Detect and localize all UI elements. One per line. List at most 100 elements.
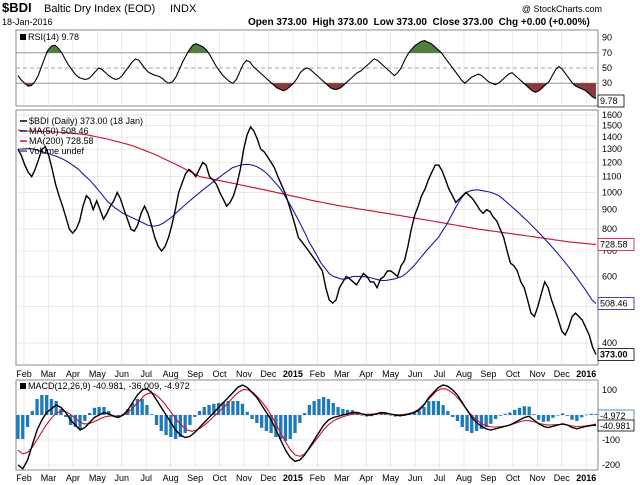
macd-histogram-bar <box>283 415 288 441</box>
macd-histogram-bar <box>174 415 178 439</box>
macd-histogram <box>16 395 598 441</box>
price-gridlines <box>16 110 598 365</box>
macd-histogram-bar <box>431 401 436 415</box>
x-axis-label: Sep <box>187 369 203 379</box>
price-tick-label: 700 <box>602 246 617 256</box>
macd-histogram-bar <box>221 402 225 415</box>
macd-last-value-box <box>597 419 635 432</box>
price-legend: $BDI (Daily) 373.00 (18 Jan)MA(50) 508.4… <box>20 116 143 156</box>
price-panel: 4005006007008009001000110012001300140015… <box>15 109 635 366</box>
x-axis-label: Aug <box>163 369 179 379</box>
price-last-value-box <box>597 297 635 310</box>
macd-histogram-bar <box>489 415 493 424</box>
macd-histogram-bar <box>589 413 593 415</box>
macd-last-value-label: -40.981 <box>600 421 631 431</box>
x-axis-label: May <box>382 369 400 379</box>
macd-histogram-bar <box>446 411 450 415</box>
macd-histogram-bar <box>212 403 216 415</box>
x-axis-label: Nov <box>529 369 546 379</box>
x-axis-label: Oct <box>506 473 521 483</box>
x-axis-label: May <box>89 473 107 483</box>
x-axis-label: Feb <box>16 369 32 379</box>
price-tick-label: 1400 <box>602 132 622 142</box>
macd-histogram-bar <box>465 415 469 431</box>
macd-histogram-bar <box>565 415 569 416</box>
macd-histogram-bar <box>231 401 235 415</box>
x-axis-label: Oct <box>506 369 521 379</box>
rsi-line <box>17 40 597 100</box>
macd-histogram-bar <box>16 415 20 439</box>
x-axis-label: 2015 <box>283 369 303 379</box>
macd-histogram-bar <box>145 405 149 415</box>
x-axis-label: Sep <box>480 369 496 379</box>
macd-histogram-bar <box>470 415 474 433</box>
x-axis-label: Oct <box>213 369 228 379</box>
macd-histogram-bar <box>97 407 101 415</box>
rsi-tick-label: 50 <box>602 63 612 73</box>
price-tick-label: 1000 <box>602 187 622 197</box>
macd-histogram-bar <box>527 406 531 415</box>
rsi-last-value: 9.78 <box>600 96 618 106</box>
macd-histogram-bar <box>508 412 512 415</box>
macd-signal-line <box>17 388 597 457</box>
price-panel-frame <box>15 109 599 366</box>
x-axis-label: Jun <box>115 473 130 483</box>
macd-histogram-bar <box>188 415 192 425</box>
macd-legend: MACD(12,26,9) -40.981, -36.009, -4.972 <box>20 381 190 391</box>
x-axis-label: 2015 <box>283 473 303 483</box>
macd-histogram-bar <box>345 409 350 415</box>
macd-histogram-bar <box>107 411 111 415</box>
macd-histogram-bar <box>560 413 565 415</box>
macd-histogram-bar <box>494 415 498 419</box>
price-legend-entry: $BDI (Daily) 373.00 (18 Jan) <box>29 116 143 126</box>
x-axis-label: Apr <box>359 473 373 483</box>
rsi-last-value-box <box>597 94 625 108</box>
macd-histogram-bar <box>154 415 159 425</box>
x-axis-label: Sep <box>480 473 496 483</box>
x-axis-label: Mar <box>41 369 57 379</box>
macd-histogram-bar <box>131 403 135 415</box>
rsi-panel: 30 50 70 90 RSI(14) 9.78 9.78 <box>15 29 625 108</box>
price-legend-entry: Volume undef <box>29 146 85 156</box>
macd-histogram-bar <box>384 414 388 415</box>
macd-histogram-bar <box>255 415 259 423</box>
macd-histogram-bar <box>250 415 254 419</box>
rsi-legend: RSI(14) 9.78 <box>28 32 79 42</box>
x-axis-label: Mar <box>334 369 350 379</box>
chart-name: Baltic Dry Index (EOD) <box>44 3 155 15</box>
macd-histogram-bar <box>575 415 579 421</box>
macd-histogram-bar <box>207 405 211 415</box>
x-axis-label: Feb <box>310 369 326 379</box>
macd-histogram-bar <box>546 415 550 422</box>
chart-date: 18-Jan-2016 <box>2 17 53 27</box>
x-axis-label: Jun <box>408 473 423 483</box>
x-axis-label: Jul <box>434 369 446 379</box>
macd-histogram-bar <box>92 407 97 415</box>
macd-last-value-label: -4.972 <box>600 411 626 421</box>
rsi-legend-swatch <box>20 34 26 40</box>
macd-histogram-bar <box>570 415 574 420</box>
chart-symbol: $BDI <box>2 0 32 15</box>
x-axis-label: Aug <box>456 473 472 483</box>
macd-histogram-bar <box>302 413 307 415</box>
macd-histogram-bar <box>427 401 431 415</box>
macd-histogram-bar <box>279 415 283 439</box>
x-axis-label: Aug <box>456 369 472 379</box>
macd-histogram-bar <box>451 415 455 417</box>
macd-histogram-bar <box>202 407 206 415</box>
macd-histogram-bar <box>312 401 316 415</box>
watermark: @ StockCharts.com <box>522 4 602 14</box>
x-axis-labels: Feb Mar Apr May Jun Jul Aug Sep Oct Nov Dec 2015 Feb… <box>16 369 596 379</box>
macd-tick-label: -200 <box>602 460 620 470</box>
x-axis-label: 2016 <box>576 369 596 379</box>
ma200-line <box>17 129 597 245</box>
macd-histogram-bar <box>517 407 522 415</box>
macd-histogram-bar <box>556 415 560 416</box>
macd-histogram-bar <box>135 399 140 415</box>
macd-histogram-bar <box>317 399 321 415</box>
macd-histogram-bar <box>164 415 168 435</box>
macd-tick-label: 100 <box>602 385 617 395</box>
x-axis-label: Jul <box>434 473 446 483</box>
x-axis-label: Aug <box>163 473 179 483</box>
